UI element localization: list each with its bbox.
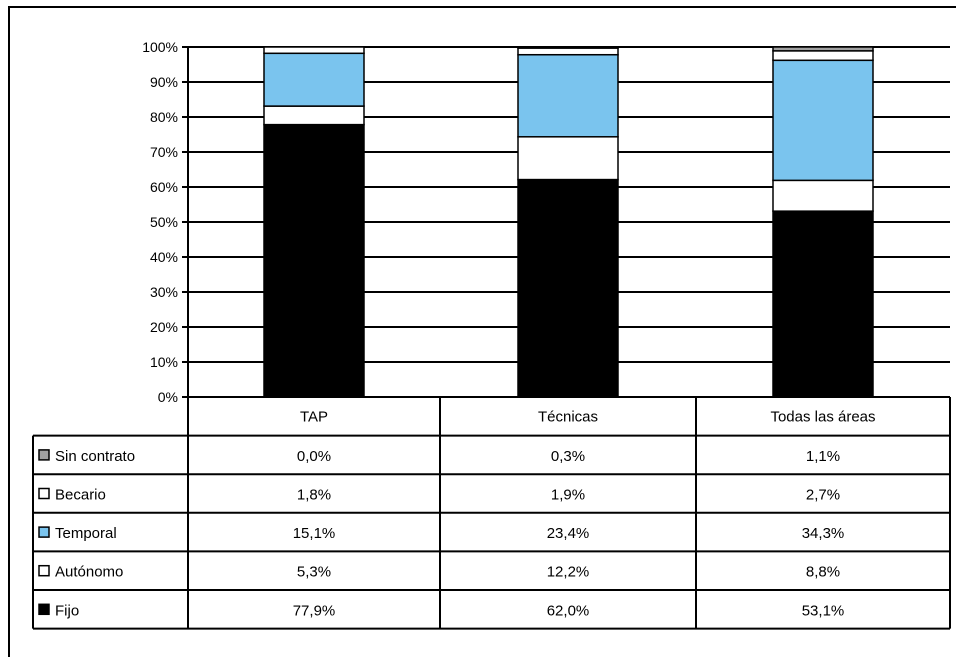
- data-cell: 53,1%: [802, 602, 845, 619]
- series-label: Becario: [55, 487, 106, 504]
- data-cell: 8,8%: [806, 564, 840, 581]
- bar-segment: [263, 105, 365, 126]
- y-tick-label: 100%: [142, 39, 178, 55]
- bar-segment: [772, 210, 874, 398]
- data-cell: 0,3%: [551, 448, 585, 465]
- legend-swatch: [38, 603, 50, 616]
- y-tick-label: 60%: [150, 179, 178, 195]
- bar-segment: [263, 52, 365, 107]
- bar-segment: [517, 53, 619, 138]
- category-label: Todas las áreas: [770, 408, 875, 425]
- data-cell: 77,9%: [293, 602, 336, 619]
- y-tick-label: 10%: [150, 354, 178, 370]
- bar-segment: [772, 59, 874, 182]
- data-cell: 12,2%: [547, 564, 590, 581]
- category-label: TAP: [300, 408, 328, 425]
- series-label: Sin contrato: [55, 448, 135, 465]
- y-tick-label: 70%: [150, 144, 178, 160]
- y-tick-label: 90%: [150, 74, 178, 90]
- bar-segment: [517, 46, 619, 49]
- y-tick-label: 50%: [150, 214, 178, 230]
- data-cell: 1,9%: [551, 487, 585, 504]
- category-label: Técnicas: [538, 408, 598, 425]
- legend-swatch: [38, 449, 50, 461]
- y-tick-label: 30%: [150, 284, 178, 300]
- chart-frame: [8, 6, 956, 657]
- data-cell: 62,0%: [547, 602, 590, 619]
- legend-swatch: [38, 526, 50, 538]
- bar-segment: [772, 179, 874, 212]
- y-tick-label: 0%: [158, 389, 178, 405]
- data-cell: 15,1%: [293, 525, 336, 542]
- data-cell: 0,0%: [297, 448, 331, 465]
- y-tick-label: 20%: [150, 319, 178, 335]
- bar-segment: [517, 178, 619, 398]
- series-label: Temporal: [55, 525, 117, 542]
- legend-swatch: [38, 564, 50, 577]
- data-cell: 5,3%: [297, 564, 331, 581]
- bars: [263, 46, 874, 398]
- bar-segment: [517, 47, 619, 56]
- data-cell: 2,7%: [806, 487, 840, 504]
- bar-segment: [263, 46, 365, 55]
- bar-segment: [772, 46, 874, 52]
- data-cell: 1,8%: [297, 487, 331, 504]
- data-cell: 1,1%: [806, 448, 840, 465]
- series-label: Fijo: [55, 602, 79, 619]
- bar-segment: [772, 50, 874, 62]
- bar-segment: [263, 123, 365, 398]
- y-tick-label: 40%: [150, 249, 178, 265]
- bar-segment: [517, 136, 619, 181]
- data-cell: 23,4%: [547, 525, 590, 542]
- legend-swatch: [38, 487, 50, 500]
- data-table: TAP Técnicas Todas las áreas Sin contrato 0,…: [32, 396, 951, 630]
- y-axis: 0% 10% 20% 30% 40% 50% 60% 70% 80% 90% 100%: [142, 39, 189, 405]
- series-label: Autónomo: [55, 564, 123, 581]
- data-cell: 34,3%: [802, 525, 845, 542]
- y-tick-label: 80%: [150, 109, 178, 125]
